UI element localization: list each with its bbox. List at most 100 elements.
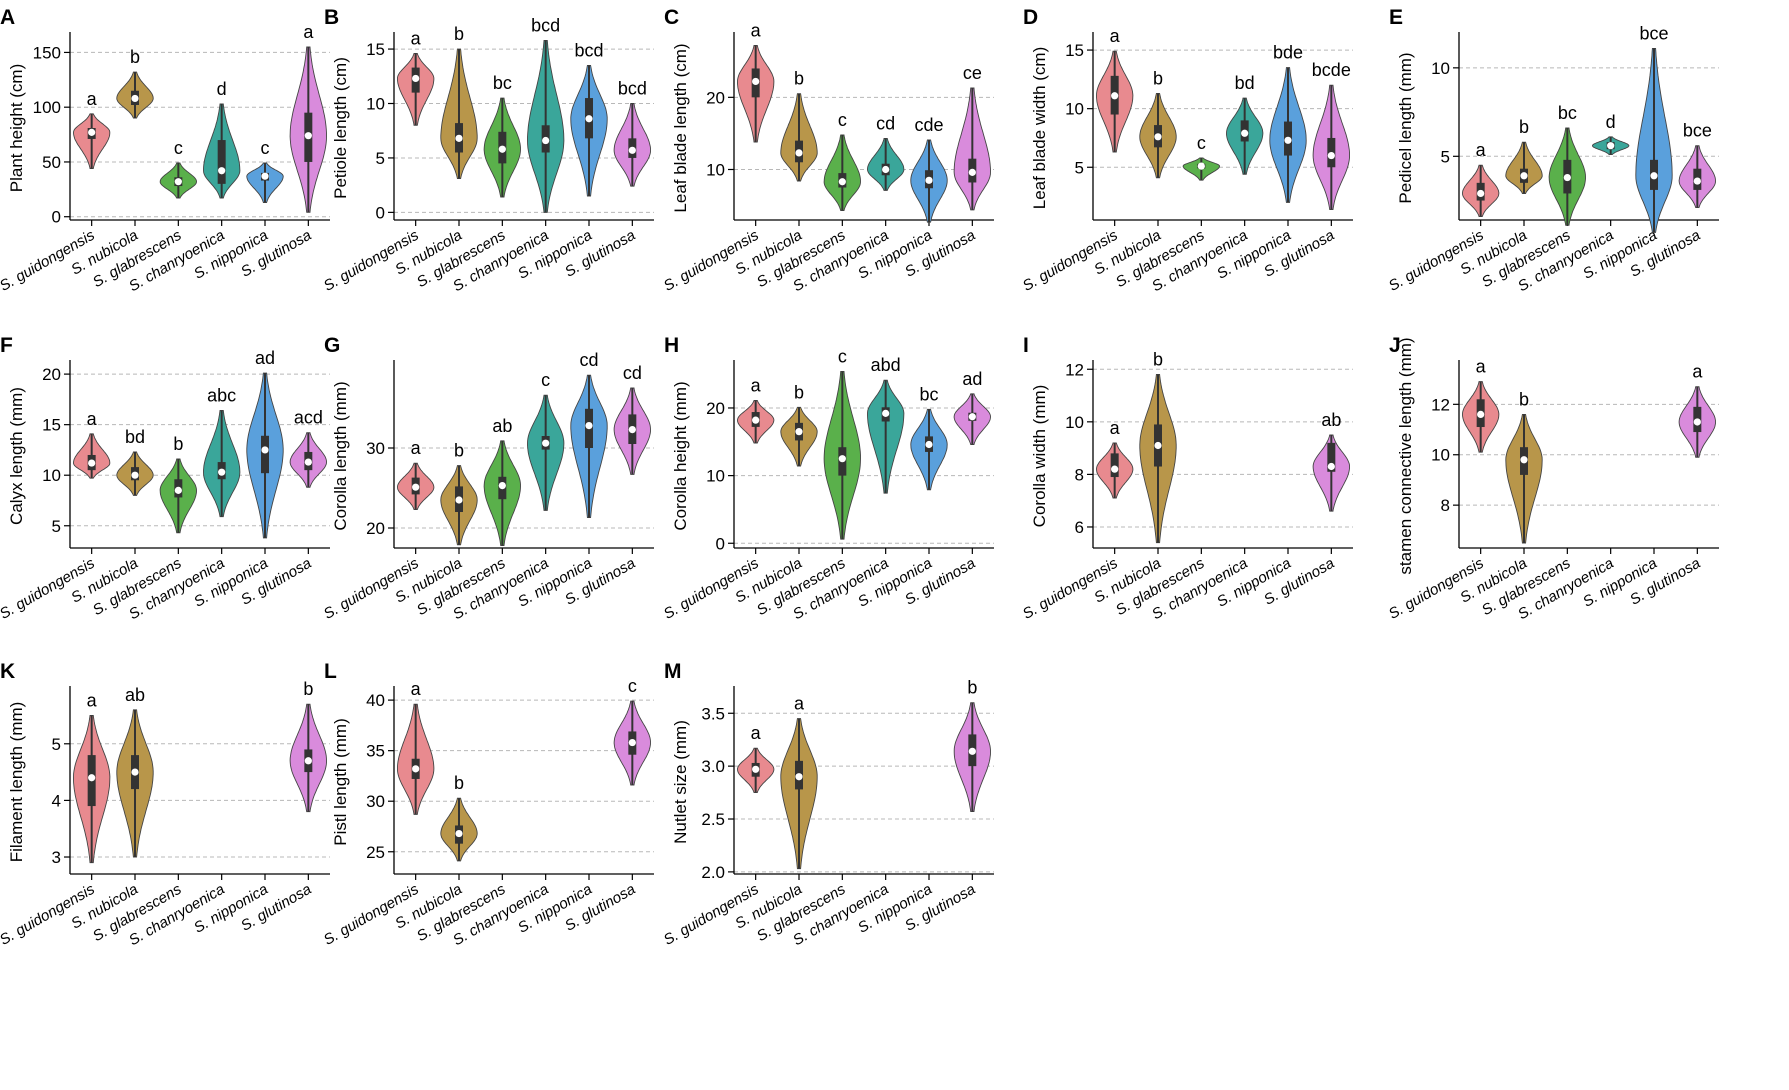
significance-letter: bde <box>1273 43 1303 63</box>
violin-median-marker <box>1197 162 1205 170</box>
significance-letter: cd <box>579 350 598 370</box>
y-axis-label: Nutlet size (mm) <box>671 720 690 844</box>
violin-median-marker <box>585 115 593 123</box>
y-tick-label: 2.0 <box>701 863 725 882</box>
significance-letter: b <box>1519 389 1529 409</box>
significance-letter: b <box>454 773 464 793</box>
violin-median-marker <box>218 167 226 175</box>
significance-letter: b <box>1153 350 1163 370</box>
y-tick-label: 4 <box>52 791 61 810</box>
panel-label: B <box>324 6 339 29</box>
violin-median-marker <box>1477 410 1485 419</box>
significance-letter: bd <box>1235 73 1255 93</box>
significance-letter: bcd <box>618 79 647 99</box>
violin-median-marker <box>752 416 760 424</box>
y-tick-label: 0 <box>716 534 725 553</box>
significance-letter: b <box>454 441 464 461</box>
significance-letter: ab <box>492 416 512 436</box>
violin-median-marker <box>88 774 96 782</box>
significance-letter: b <box>794 69 804 89</box>
violin-median-marker <box>838 178 846 186</box>
significance-letter: a <box>87 89 98 109</box>
violin-median-marker <box>131 768 139 776</box>
significance-letter: cde <box>914 115 943 135</box>
violin-median-marker <box>304 757 312 765</box>
violin-median-marker <box>1693 177 1701 185</box>
y-axis-label: Corolla width (mm) <box>1030 385 1049 528</box>
violin-median-marker <box>412 74 420 83</box>
significance-letter: a <box>794 694 805 714</box>
violin-median-marker <box>968 747 976 755</box>
significance-letter: acd <box>294 408 323 428</box>
panel-label: C <box>664 6 679 29</box>
violin-median-marker <box>498 145 506 153</box>
violin-median-marker <box>218 468 226 476</box>
violin-median-marker <box>542 439 550 447</box>
violin-median-marker <box>882 409 890 417</box>
y-tick-label: 15 <box>42 416 61 435</box>
y-tick-label: 0 <box>376 203 385 222</box>
y-tick-label: 40 <box>366 691 385 710</box>
violin-median-marker <box>412 765 420 773</box>
violin-median-marker <box>1693 418 1701 426</box>
significance-letter: c <box>838 346 847 366</box>
significance-letter: cd <box>876 113 895 133</box>
violin-median-marker <box>795 428 803 436</box>
significance-letter: bcd <box>574 40 603 60</box>
y-axis-label: Leaf blade length (cm) <box>671 43 690 212</box>
significance-letter: a <box>411 438 422 458</box>
violin-median-marker <box>1327 462 1335 471</box>
significance-letter: bcd <box>531 15 560 35</box>
panel-label: K <box>0 660 15 683</box>
y-tick-label: 10 <box>1431 59 1450 78</box>
y-tick-label: 5 <box>1441 147 1450 166</box>
violin-median-marker <box>88 459 96 467</box>
y-axis-label: Petiole length (cm) <box>331 57 350 199</box>
violin-median-marker <box>1284 136 1292 144</box>
violin-median-marker <box>628 426 636 434</box>
significance-letter: bc <box>1558 103 1577 123</box>
y-tick-label: 3.5 <box>701 704 725 723</box>
violin-median-marker <box>498 482 506 490</box>
significance-letter: abc <box>207 386 236 406</box>
y-axis-label: Filament length (mm) <box>7 702 26 863</box>
violin-median-marker <box>752 765 760 773</box>
violin-median-marker <box>261 172 269 180</box>
significance-letter: a <box>411 679 422 699</box>
violin-median-marker <box>131 471 139 479</box>
y-tick-label: 10 <box>706 160 725 179</box>
violin-median-marker <box>1154 133 1162 141</box>
significance-letter: b <box>454 24 464 44</box>
y-tick-label: 12 <box>1431 395 1450 414</box>
y-tick-label: 20 <box>706 88 725 107</box>
violin-median-marker <box>628 738 636 747</box>
panel-label: M <box>664 660 682 683</box>
significance-letter: a <box>1476 140 1487 160</box>
panel-label: L <box>324 660 337 683</box>
violin-median-marker <box>412 483 420 491</box>
y-axis-label: Corolla height (mm) <box>671 381 690 530</box>
violin-median-marker <box>752 77 760 86</box>
y-tick-label: 25 <box>366 843 385 862</box>
violin-median-marker <box>1327 151 1335 160</box>
significance-letter: b <box>967 678 977 698</box>
y-axis-label: Pedicel length (mm) <box>1396 52 1415 203</box>
violin-median-marker <box>1563 173 1571 182</box>
violin-median-marker <box>1607 142 1615 150</box>
y-tick-label: 8 <box>1441 496 1450 515</box>
y-tick-label: 30 <box>366 439 385 458</box>
y-tick-label: 10 <box>366 95 385 114</box>
y-tick-label: 35 <box>366 742 385 761</box>
violin-median-marker <box>1154 441 1162 450</box>
significance-letter: bc <box>493 73 512 93</box>
violin-iqr-box <box>217 140 226 184</box>
y-tick-label: 2.5 <box>701 810 725 829</box>
violin-median-marker <box>1111 465 1119 473</box>
